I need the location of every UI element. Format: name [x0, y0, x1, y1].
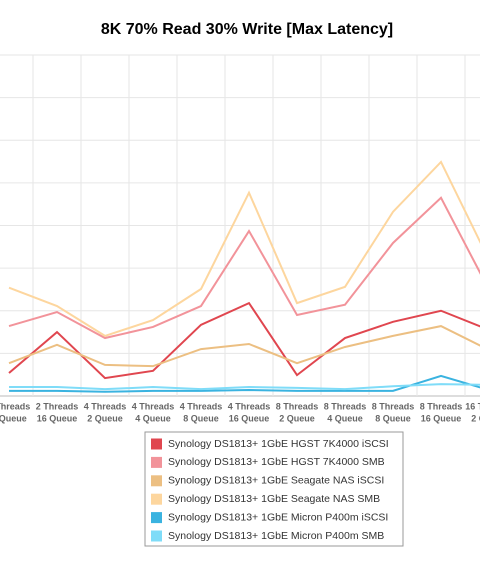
legend-swatch	[151, 438, 162, 450]
legend-label: Synology DS1813+ 1GbE Seagate NAS SMB	[168, 493, 380, 505]
x-tick-label: 2 Threads	[0, 401, 30, 411]
x-tick-label: 8 Queue	[0, 413, 27, 423]
x-tick-label: 2 Queue	[279, 413, 315, 423]
x-tick-label: 2 Threads	[36, 401, 79, 411]
legend-swatch	[151, 530, 162, 542]
x-tick-label: 8 Queue	[183, 413, 219, 423]
x-tick-label: 2 Queue	[471, 413, 480, 423]
legend-label: Synology DS1813+ 1GbE HGST 7K4000 SMB	[168, 456, 385, 468]
series-line	[9, 383, 480, 391]
legend-swatch	[151, 456, 162, 468]
legend-label: Synology DS1813+ 1GbE Seagate NAS iSCSI	[168, 475, 384, 487]
x-tick-label: 16 Queue	[421, 413, 462, 423]
series-line	[8, 301, 480, 380]
legend-swatch	[151, 493, 162, 505]
series-line	[8, 196, 480, 340]
x-tick-label: 16 Threads	[465, 401, 480, 411]
x-tick-label: 8 Threads	[372, 401, 415, 411]
x-tick-label: 8 Threads	[324, 401, 367, 411]
x-tick-label: 4 Queue	[135, 413, 171, 423]
series-line	[8, 160, 480, 337]
legend-box	[144, 431, 404, 547]
legend-swatch	[151, 512, 162, 524]
x-tick-label: 4 Queue	[327, 413, 363, 423]
x-tick-label: 4 Threads	[84, 401, 127, 411]
x-tick-label: 16 Queue	[37, 413, 78, 423]
legend-swatch	[151, 475, 162, 487]
series-line	[8, 325, 480, 368]
legend-label: Synology DS1813+ 1GbE HGST 7K4000 iSCSI	[168, 438, 389, 450]
plot-area	[0, 54, 480, 397]
x-tick-label: 8 Queue	[375, 413, 411, 423]
legend-label: Synology DS1813+ 1GbE Micron P400m iSCSI	[168, 511, 388, 523]
x-tick-label: 4 Threads	[132, 401, 175, 411]
x-tick-label: 16 Queue	[229, 413, 270, 423]
x-tick-label: 4 Threads	[180, 401, 223, 411]
chart-title: 8K 70% Read 30% Write [Max Latency]	[101, 21, 393, 38]
x-tick-label: 8 Threads	[420, 401, 463, 411]
x-tick-label: 8 Threads	[276, 401, 319, 411]
x-tick-label: 2 Queue	[87, 413, 123, 423]
legend-label: Synology DS1813+ 1GbE Micron P400m SMB	[168, 530, 384, 542]
x-tick-label: 4 Threads	[228, 401, 271, 411]
